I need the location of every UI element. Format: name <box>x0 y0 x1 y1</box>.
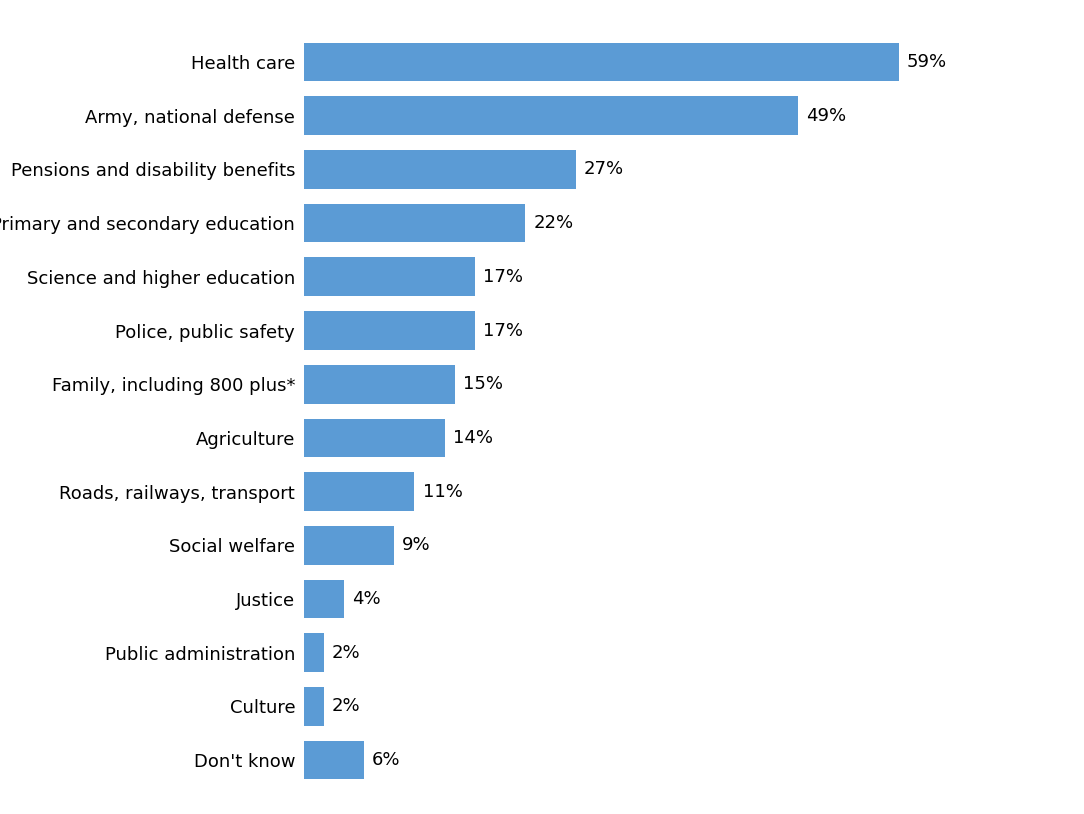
Bar <box>304 311 475 350</box>
Text: 59%: 59% <box>906 53 946 71</box>
Bar <box>304 365 455 404</box>
Text: 17%: 17% <box>483 322 524 339</box>
Bar <box>304 580 344 619</box>
Text: 14%: 14% <box>453 429 493 447</box>
Text: 9%: 9% <box>402 536 431 554</box>
Bar <box>304 418 444 457</box>
Text: 15%: 15% <box>463 375 503 393</box>
Text: 2%: 2% <box>332 644 360 662</box>
Bar <box>304 150 576 189</box>
Bar <box>304 687 324 726</box>
Text: 22%: 22% <box>533 214 573 232</box>
Bar <box>304 42 899 81</box>
Text: 27%: 27% <box>584 160 624 178</box>
Bar <box>304 204 526 243</box>
Bar <box>304 741 364 780</box>
Text: 4%: 4% <box>352 590 380 608</box>
Text: 2%: 2% <box>332 698 360 716</box>
Bar <box>304 633 324 672</box>
Bar <box>304 526 395 565</box>
Bar <box>304 257 475 296</box>
Text: 11%: 11% <box>423 483 463 501</box>
Bar <box>304 96 798 135</box>
Bar <box>304 472 414 511</box>
Text: 49%: 49% <box>805 107 846 125</box>
Text: 17%: 17% <box>483 268 524 286</box>
Text: 6%: 6% <box>372 751 401 769</box>
